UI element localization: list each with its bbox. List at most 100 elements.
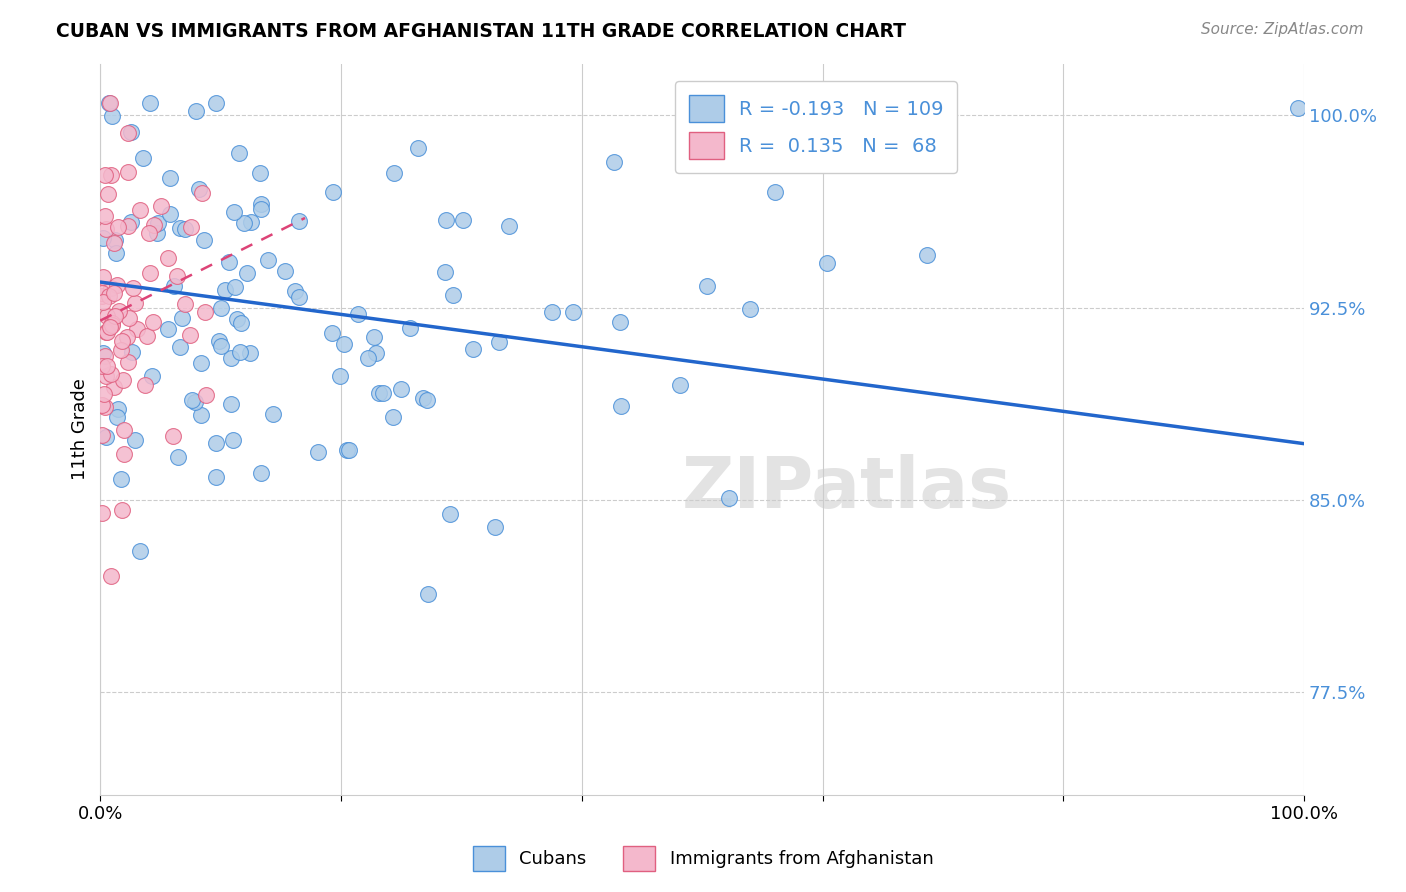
Point (135, 328, 157, 343)
Point (134, 377, 156, 392)
Point (111, 373, 134, 387)
Point (214, 283, 236, 297)
Point (191, 186, 214, 200)
Point (169, 340, 191, 354)
Point (90, 286, 112, 301)
Point (141, 368, 163, 383)
Point (219, 351, 242, 365)
Point (249, 165, 271, 179)
Point (180, 393, 202, 408)
Point (235, 266, 257, 280)
Point (180, 219, 202, 234)
Point (149, 199, 172, 213)
Point (240, 214, 263, 228)
Point (170, 311, 193, 326)
Point (100, 316, 122, 330)
Point (120, 215, 142, 229)
Point (1286, 101, 1309, 115)
Point (104, 309, 127, 323)
Point (157, 322, 180, 336)
Point (815, 255, 838, 269)
Point (100, 168, 122, 182)
Point (228, 145, 250, 160)
Point (250, 202, 273, 216)
Point (117, 354, 139, 368)
Point (138, 226, 160, 240)
Point (463, 342, 485, 356)
Point (96, 221, 118, 235)
Point (669, 377, 692, 392)
Point (541, 304, 564, 318)
Point (609, 315, 631, 329)
Point (103, 235, 125, 250)
Point (163, 279, 186, 293)
Point (190, 356, 212, 370)
Point (91, 288, 114, 302)
Point (112, 447, 135, 461)
Point (224, 280, 246, 294)
Point (112, 423, 135, 437)
Point (110, 473, 132, 487)
Point (190, 408, 212, 422)
Point (101, 109, 124, 123)
Point (100, 569, 122, 583)
Point (117, 165, 139, 179)
Point (120, 124, 142, 138)
Point (224, 205, 246, 219)
Point (399, 321, 422, 335)
Point (107, 304, 129, 318)
Text: Source: ZipAtlas.com: Source: ZipAtlas.com (1201, 22, 1364, 37)
Point (139, 266, 162, 280)
Point (100, 368, 122, 382)
Point (117, 219, 139, 233)
Point (484, 520, 506, 534)
Point (107, 401, 129, 416)
Point (412, 391, 434, 405)
Point (100, 281, 122, 295)
Point (562, 305, 585, 319)
Point (148, 216, 170, 230)
Legend: R = -0.193   N = 109, R =  0.135   N =  68: R = -0.193 N = 109, R = 0.135 N = 68 (675, 81, 957, 173)
Point (128, 544, 150, 558)
Point (209, 301, 232, 315)
Point (90, 427, 112, 442)
Point (250, 196, 273, 211)
Point (117, 127, 139, 141)
Legend: Cubans, Immigrants from Afghanistan: Cubans, Immigrants from Afghanistan (465, 838, 941, 879)
Point (273, 264, 295, 278)
Point (122, 281, 145, 295)
Point (157, 251, 180, 265)
Point (127, 322, 149, 336)
Point (159, 207, 181, 221)
Point (284, 284, 307, 298)
Point (110, 343, 132, 358)
Point (139, 95, 162, 110)
Point (434, 213, 457, 227)
Point (98, 95, 121, 110)
Point (322, 185, 344, 199)
Point (717, 491, 740, 505)
Point (94, 349, 117, 363)
Point (915, 248, 938, 262)
Point (229, 345, 252, 359)
Point (183, 395, 205, 409)
Point (204, 95, 226, 110)
Point (488, 335, 510, 350)
Point (166, 268, 188, 283)
Point (111, 334, 134, 348)
Point (166, 450, 188, 464)
Point (103, 285, 125, 300)
Point (453, 212, 475, 227)
Point (194, 387, 217, 401)
Point (441, 288, 464, 302)
Point (91, 399, 114, 413)
Point (415, 393, 437, 408)
Point (96, 310, 118, 324)
Point (90, 506, 112, 520)
Point (363, 330, 385, 344)
Point (96, 326, 118, 340)
Point (101, 318, 124, 333)
Point (347, 307, 370, 321)
Point (333, 336, 356, 351)
Point (738, 302, 761, 317)
